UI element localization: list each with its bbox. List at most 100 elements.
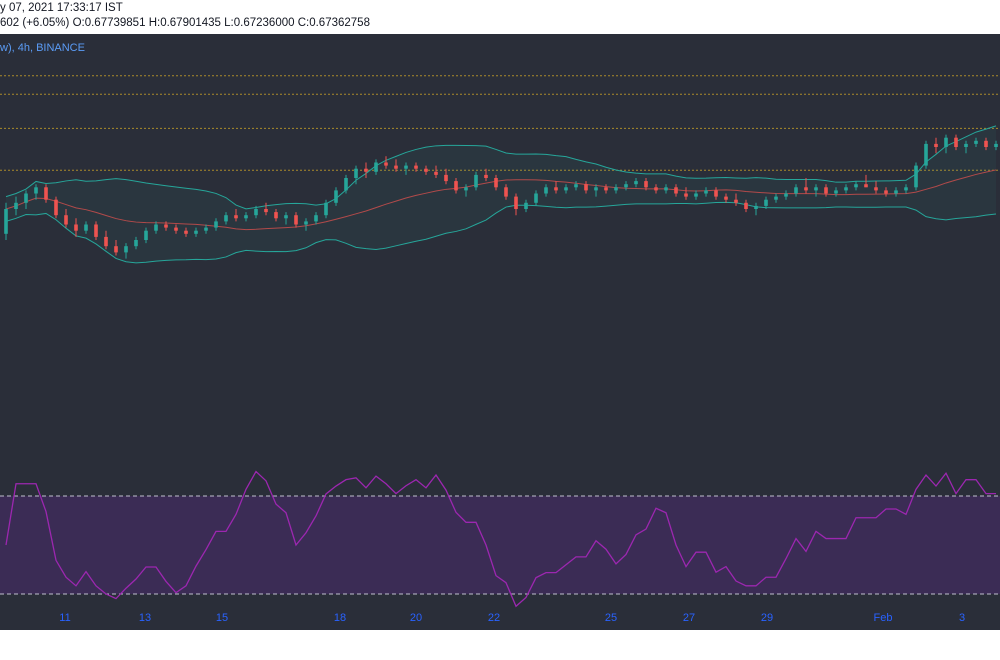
- ohlc-readout: 602 (+6.05%) O:0.67739851 H:0.67901435 L…: [0, 17, 370, 29]
- candle-body: [684, 193, 688, 197]
- x-tick-label: Feb: [873, 612, 893, 624]
- x-tick-label: 15: [215, 612, 229, 624]
- candle-body: [134, 240, 138, 247]
- candle-body: [874, 187, 878, 191]
- candle-body: [274, 212, 278, 219]
- candle-body: [854, 184, 858, 188]
- candle-body: [14, 202, 18, 209]
- candle-body: [744, 202, 748, 209]
- candle-body: [64, 215, 68, 225]
- candle-body: [864, 184, 868, 188]
- x-tick-label: 20: [409, 612, 423, 624]
- candle-body: [584, 184, 588, 191]
- candle-body: [304, 221, 308, 225]
- chart-pane[interactable]: w), 4h, BINANCE: [0, 34, 1000, 630]
- x-tick-label: 27: [682, 612, 696, 624]
- candle-body: [834, 190, 838, 194]
- bb-basis-line: [5, 169, 997, 231]
- change-value: 602 (+6.05%): [0, 17, 70, 29]
- bb-lower-line: [5, 201, 997, 264]
- candle-body: [514, 196, 518, 209]
- candle-body: [474, 174, 478, 188]
- candle-body: [694, 193, 698, 197]
- candle-body: [74, 224, 78, 231]
- x-tick-label: 11: [59, 612, 71, 624]
- candle-body: [924, 143, 928, 166]
- header-date-text: y 07, 2021 17:33:17 IST: [0, 2, 123, 14]
- chart-svg[interactable]: [0, 34, 1000, 630]
- candle-body: [954, 137, 958, 147]
- close-label: C:: [297, 17, 310, 29]
- candle-body: [524, 202, 528, 209]
- candle-body: [944, 137, 948, 147]
- x-tick-label: 3: [958, 612, 966, 624]
- symbol-label: w), 4h, BINANCE: [0, 42, 85, 54]
- time-axis[interactable]: 11 13 15 18 20 22 25 27 29 Feb 3: [0, 612, 1000, 660]
- bb-upper-line: [5, 125, 997, 210]
- x-tick-label: 18: [333, 612, 347, 624]
- candle-body: [84, 224, 88, 231]
- candle-body: [614, 187, 618, 191]
- candle-body: [564, 187, 568, 191]
- candle-body: [804, 187, 808, 191]
- rsi-line: [5, 470, 996, 608]
- candle-body: [664, 187, 668, 191]
- candle-body: [34, 187, 38, 194]
- candle-body: [214, 221, 218, 228]
- candle-body: [424, 168, 428, 172]
- candle-body: [784, 193, 788, 197]
- candle-body: [374, 162, 378, 172]
- candle-body: [714, 190, 718, 197]
- candle-body: [464, 187, 468, 191]
- candle-body: [224, 215, 228, 222]
- candle-body: [844, 187, 848, 191]
- candle-body: [314, 215, 318, 222]
- low-value: 0.67236000: [233, 17, 295, 29]
- low-label: L:: [224, 17, 234, 29]
- candle-body: [504, 187, 508, 197]
- candle-body: [594, 187, 598, 191]
- candle-body: [54, 199, 58, 216]
- candle-body: [604, 187, 608, 191]
- candle-body: [414, 165, 418, 169]
- candle-body: [554, 187, 558, 191]
- candle-body: [184, 230, 188, 234]
- x-tick-label: 22: [487, 612, 501, 624]
- candle-body: [724, 196, 728, 200]
- candle-body: [284, 215, 288, 219]
- candle-body: [334, 190, 338, 203]
- candle-body: [444, 174, 448, 182]
- candle-body: [194, 230, 198, 234]
- candle-body: [154, 224, 158, 231]
- candle-body: [454, 181, 458, 191]
- chart-header: y 07, 2021 17:33:17 IST 602 (+6.05%) O:0…: [0, 0, 1000, 34]
- candle-body: [964, 143, 968, 147]
- candle-body: [404, 165, 408, 169]
- candle-body: [764, 199, 768, 206]
- candle-body: [544, 187, 548, 194]
- open-value: 0.67739851: [84, 17, 146, 29]
- candle-body: [394, 165, 398, 169]
- candle-body: [264, 209, 268, 213]
- candle-body: [44, 187, 48, 200]
- candle-body: [914, 165, 918, 188]
- candle-body: [384, 162, 388, 166]
- high-label: H:: [148, 17, 161, 29]
- candle-body: [174, 227, 178, 231]
- candle-body: [234, 215, 238, 219]
- candle-body: [644, 181, 648, 188]
- candle-body: [94, 224, 98, 237]
- candle-body: [364, 168, 368, 172]
- candle-body: [624, 184, 628, 188]
- candle-body: [114, 246, 118, 253]
- candle-body: [994, 143, 998, 147]
- candle-body: [354, 168, 358, 178]
- high-value: 0.67901435: [160, 17, 221, 29]
- x-tick-label: 29: [760, 612, 774, 624]
- candle-body: [824, 187, 828, 194]
- header-date: y 07, 2021 17:33:17 IST: [0, 2, 123, 14]
- candle-body: [144, 230, 148, 240]
- candle-body: [484, 174, 488, 178]
- candle-body: [534, 193, 538, 203]
- candle-body: [104, 236, 108, 247]
